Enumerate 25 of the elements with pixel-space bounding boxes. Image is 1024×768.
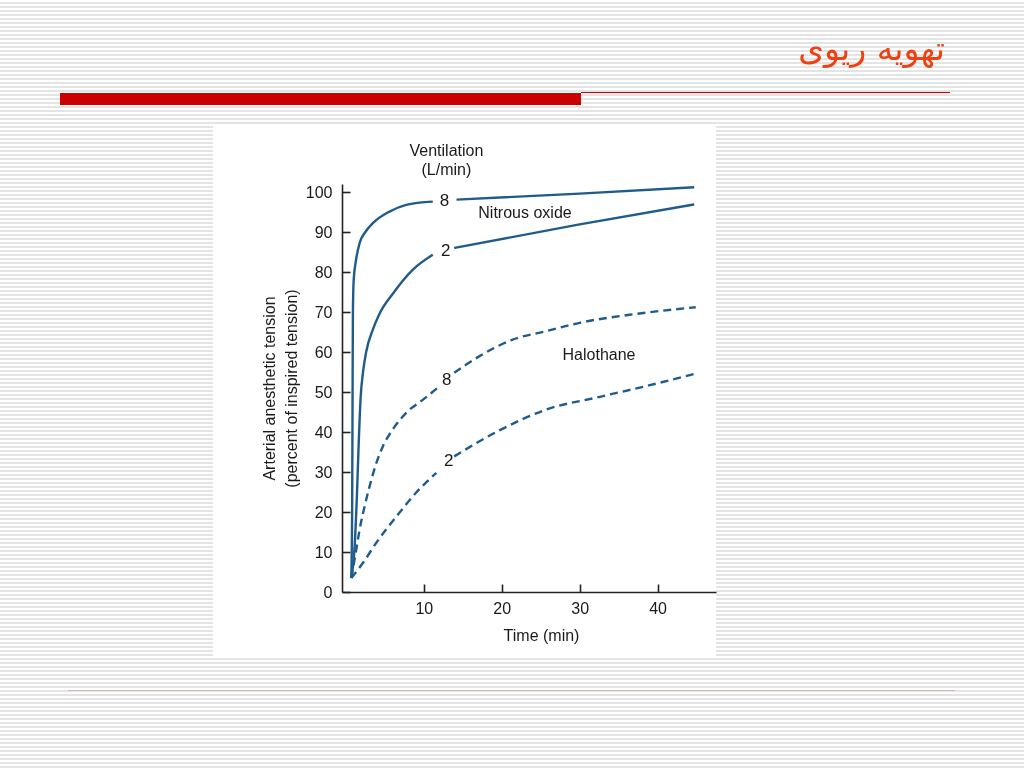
y-tick-label: 60 bbox=[314, 343, 333, 361]
y-tick-label: 10 bbox=[314, 543, 333, 561]
annotation: Halothane bbox=[562, 346, 636, 363]
y-tick-label: 50 bbox=[314, 383, 333, 401]
y-tick-label: 40 bbox=[314, 423, 333, 441]
y-tick-label: 80 bbox=[314, 263, 333, 281]
series-label: 8 bbox=[439, 190, 450, 210]
y-tick-label: 70 bbox=[314, 303, 333, 321]
series-label: 2 bbox=[444, 451, 454, 471]
y-axis-title: Arterial anesthetic tension (percent of inspired tension) bbox=[260, 289, 300, 488]
x-tick-label: 30 bbox=[571, 599, 590, 617]
y-tick-label: 20 bbox=[314, 503, 333, 521]
series-label: 8 bbox=[442, 369, 452, 389]
x-tick-label: 40 bbox=[649, 599, 668, 617]
x-tick-label: 20 bbox=[493, 599, 512, 617]
y-tick-label: 0 bbox=[323, 583, 333, 601]
y-tick-label: 100 bbox=[305, 183, 333, 201]
y-tick-label: 30 bbox=[314, 463, 333, 481]
y-tick-label: 90 bbox=[314, 223, 333, 241]
x-axis-title: Time (min) bbox=[503, 626, 580, 644]
annotation: Nitrous oxide bbox=[478, 204, 572, 221]
text: تهویه ریوی bbox=[798, 29, 945, 69]
series-label: 2 bbox=[440, 240, 451, 260]
x-tick-label: 10 bbox=[415, 599, 434, 617]
legend-title: Ventilation (L/min) bbox=[409, 142, 484, 178]
